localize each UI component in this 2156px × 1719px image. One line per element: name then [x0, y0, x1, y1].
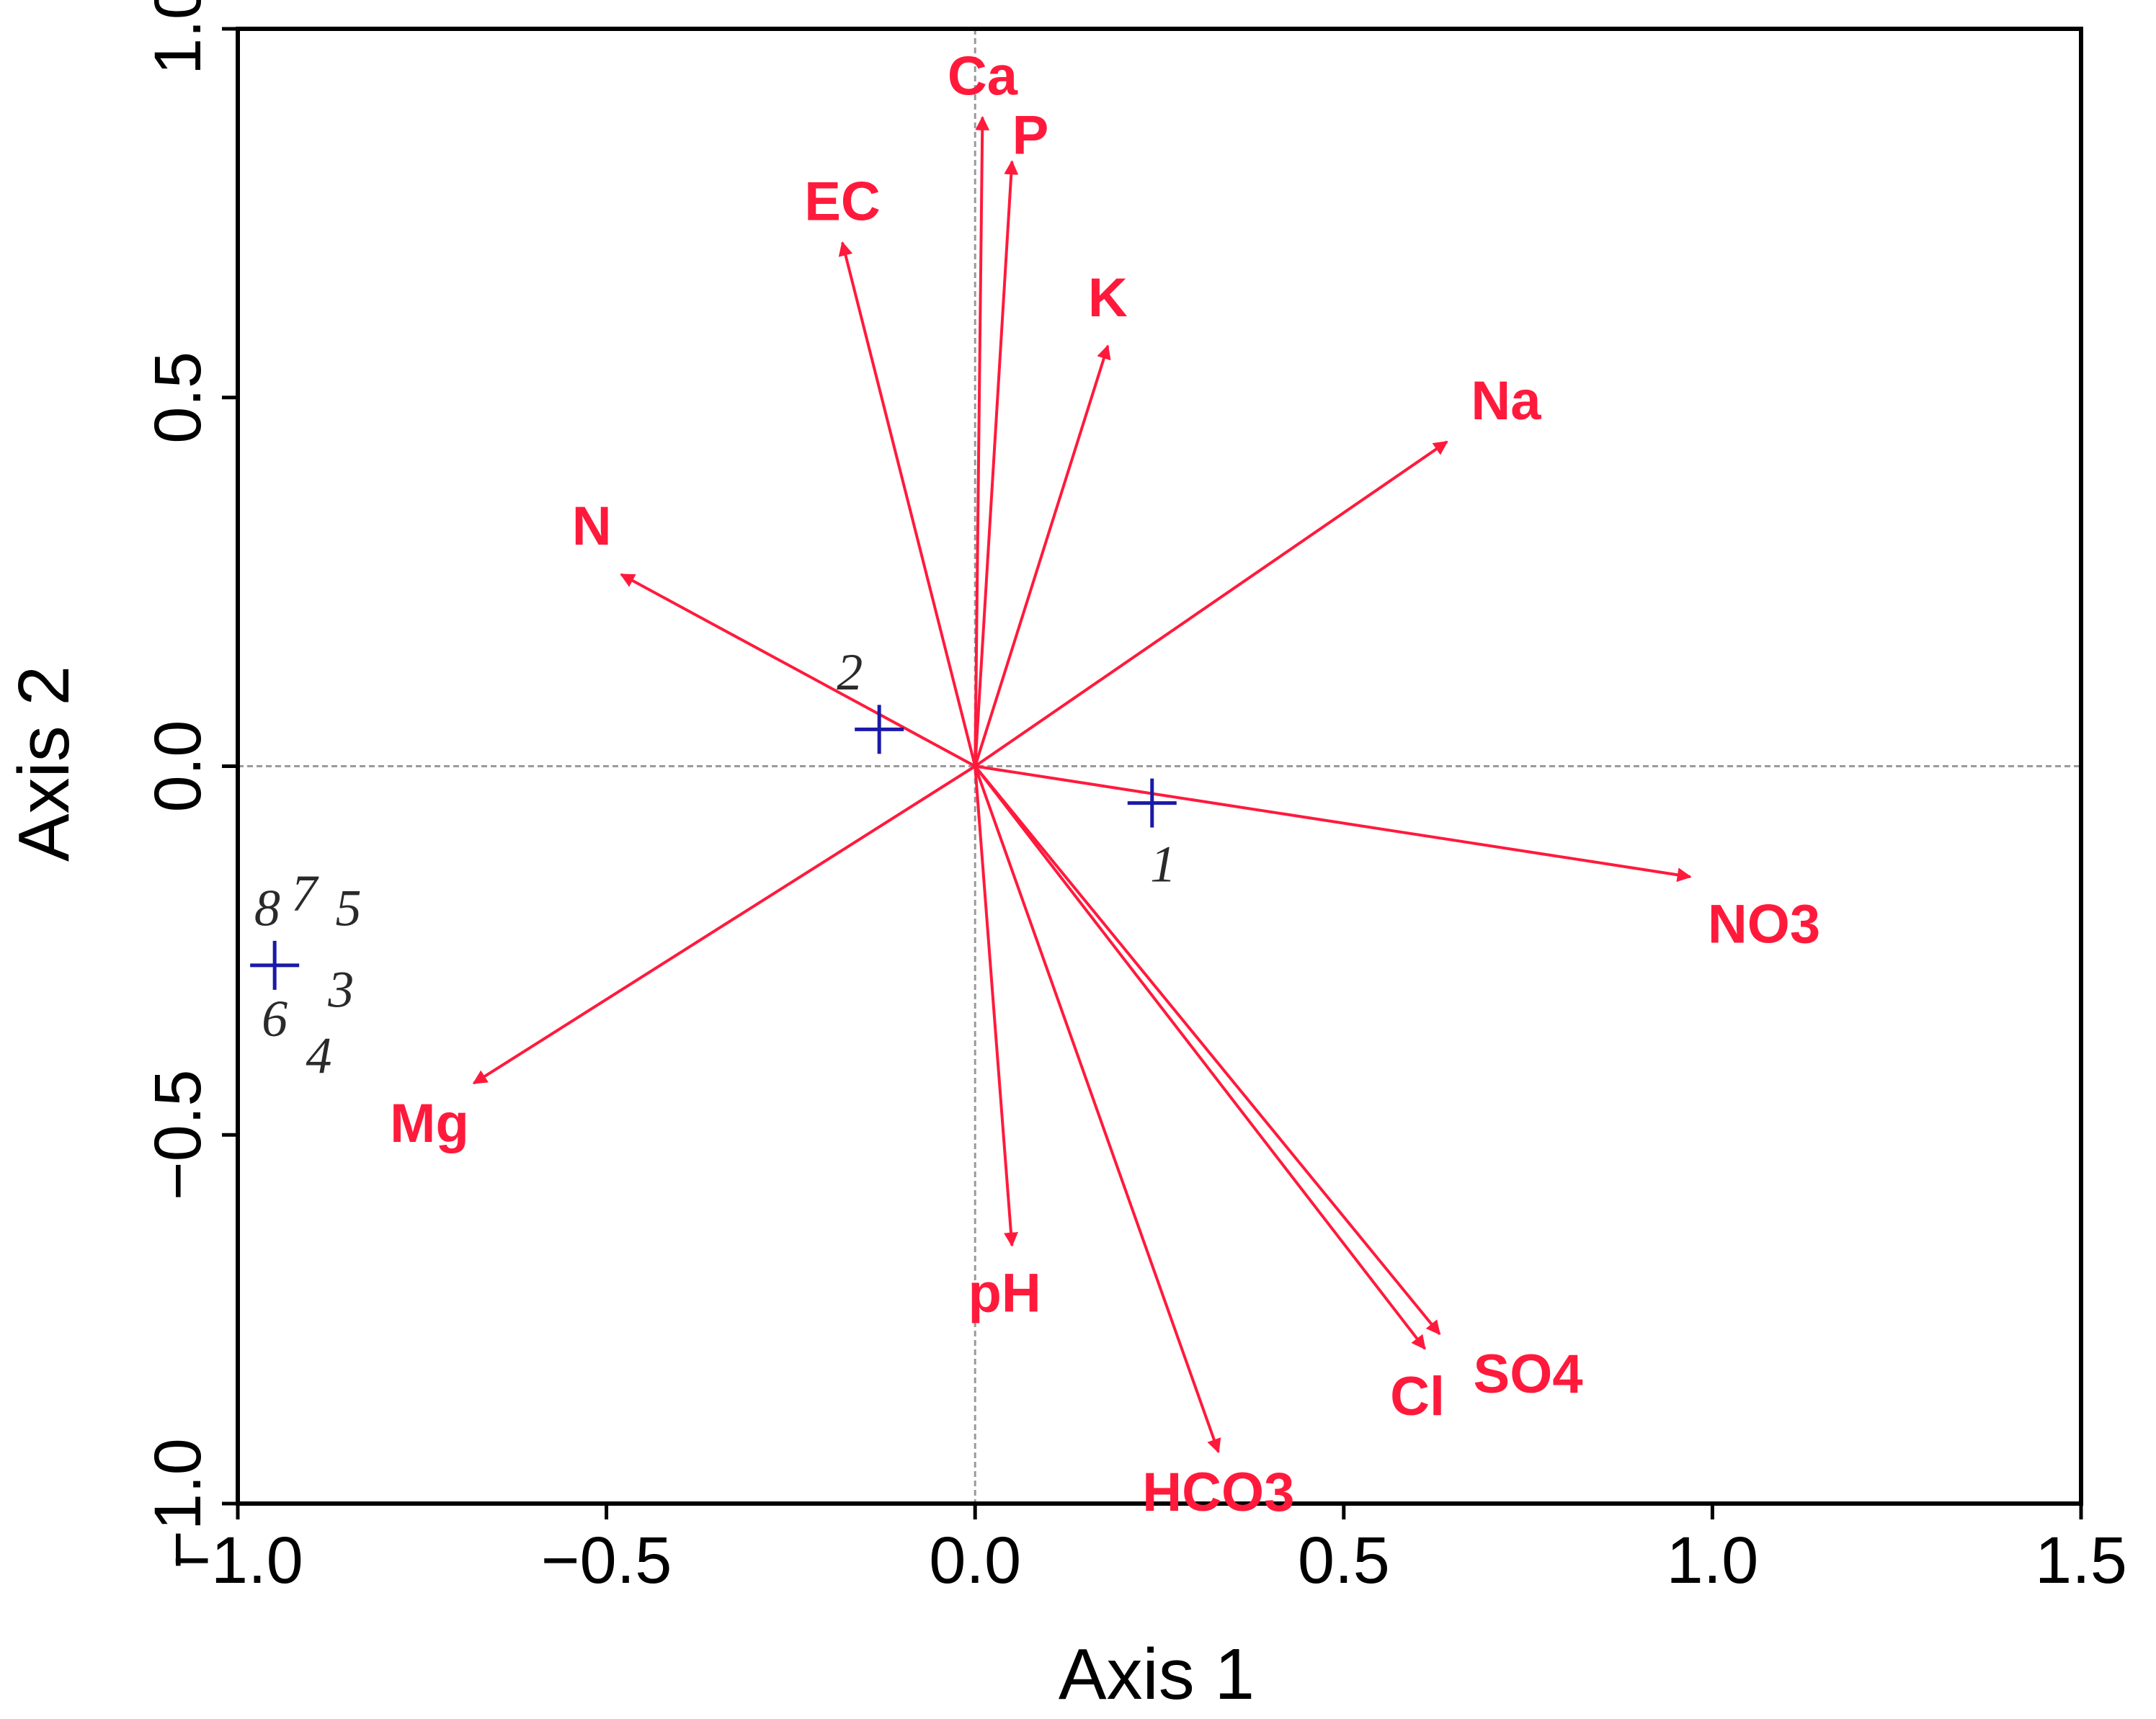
x-axis-title: Axis 1: [1059, 1634, 1255, 1715]
y-tick-label-3: 0.5: [141, 352, 215, 444]
site-label-3: 3: [327, 960, 354, 1018]
vector-label-na: Na: [1471, 370, 1541, 432]
vector-label-no3: NO3: [1708, 894, 1820, 955]
vector-label-k: K: [1088, 267, 1128, 329]
vector-label-so4: SO4: [1474, 1344, 1583, 1405]
vector-ec: [838, 241, 977, 767]
vector-p: [974, 160, 1019, 767]
y-tick-label-1: −0.5: [141, 1069, 215, 1200]
vector-na: [974, 440, 1448, 768]
site-label-8: 8: [254, 880, 280, 937]
axis-ticks: −1.0 −0.5 0.0 0.5 1.0 1.5 −1.0 −0.5 0.0 0.5 1.0: [141, 0, 2127, 1597]
vector-ca: [974, 115, 990, 767]
vector-label-cl: Cl: [1390, 1366, 1445, 1427]
site-label-7: 7: [291, 865, 319, 922]
x-tick-label-4: 1.0: [1666, 1524, 1758, 1597]
site-label-4: 4: [306, 1027, 332, 1084]
vector-hco3: [974, 765, 1221, 1454]
x-tick-label-1: −0.5: [541, 1524, 672, 1597]
site-markers: 2 1 8 7 5 364: [250, 643, 1177, 1084]
x-tick-label-3: 0.5: [1298, 1524, 1390, 1597]
vector-label-ph: pH: [968, 1262, 1041, 1323]
biplot-vectors: CaP EC K Na N NO3 Mg pH Cl SO4 HCO3: [390, 46, 1820, 1523]
y-tick-label-2: 0.0: [141, 720, 215, 813]
y-tick-label-0: −1.0: [141, 1438, 215, 1569]
vector-so4: [974, 765, 1441, 1336]
x-tick-label-2: 0.0: [929, 1524, 1021, 1597]
vector-label-ec: EC: [804, 171, 881, 233]
vector-no3: [974, 764, 1692, 883]
vector-mg: [472, 764, 976, 1085]
site-label-5: 5: [335, 880, 361, 937]
y-tick-label-4: 1.0: [141, 0, 215, 75]
vector-label-p: P: [1012, 105, 1049, 166]
vector-cl: [974, 765, 1426, 1350]
x-tick-label-0: −1.0: [172, 1524, 303, 1597]
vector-label-hco3: HCO3: [1142, 1462, 1294, 1523]
vector-ph: [974, 766, 1018, 1247]
y-axis-title: Axis 2: [4, 666, 84, 862]
site-label-6: 6: [262, 990, 288, 1048]
vector-label-mg: Mg: [390, 1093, 469, 1154]
vector-label-n: N: [572, 496, 612, 557]
site-label-2: 2: [837, 643, 863, 701]
x-tick-label-5: 1.5: [2035, 1524, 2127, 1597]
vector-n: [620, 573, 976, 768]
vector-label-ca: Ca: [948, 46, 1018, 107]
vector-k: [974, 344, 1111, 767]
zero-lines: [238, 29, 2081, 1504]
site-label-1: 1: [1150, 835, 1176, 893]
